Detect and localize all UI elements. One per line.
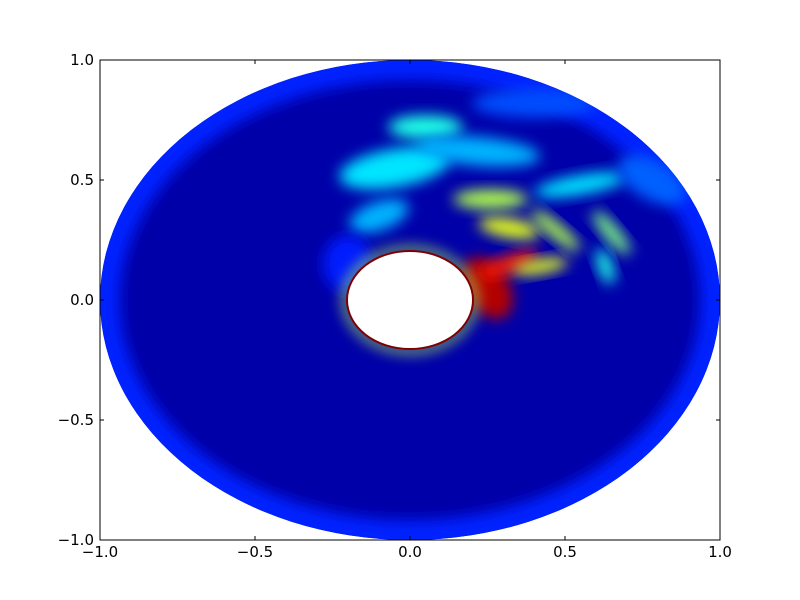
x-tick-label: 1.0 [708,543,732,561]
y-tick-label: −1.0 [58,531,94,549]
x-tick-label: 0.5 [553,543,577,561]
y-tick-label: 0.0 [70,291,94,309]
field-filament-5 [531,209,580,252]
field-plume-streak-2 [512,257,568,275]
inner-boundary [346,250,474,350]
field-wisp-10 [388,115,463,140]
x-tick-label: −1.0 [82,543,118,561]
field-wisp-13 [618,155,686,205]
field-wisp-12 [416,135,540,167]
field-filament-4 [453,189,528,209]
field-filament-7 [596,248,615,285]
x-tick-label: −0.5 [237,543,273,561]
field-wisp-9 [339,146,450,190]
field-filament-6 [592,210,631,255]
field-plume-streak-1 [479,250,539,278]
field-wisp-11 [349,198,409,234]
x-tick-label: 0.0 [398,543,422,561]
y-tick-label: 1.0 [70,51,94,69]
y-tick-label: −0.5 [58,411,94,429]
axis-ticks: −1.0 −0.5 0.0 0.5 1.0 −1.0 −0.5 0.0 0.5 1.0 [58,51,732,561]
field-filament-8 [534,172,627,198]
plot-frame [99,59,721,541]
field-wisp-14 [472,88,596,118]
y-tick-label: 0.5 [70,171,94,189]
inner-hole [348,252,472,348]
field-filament-3 [478,217,540,239]
